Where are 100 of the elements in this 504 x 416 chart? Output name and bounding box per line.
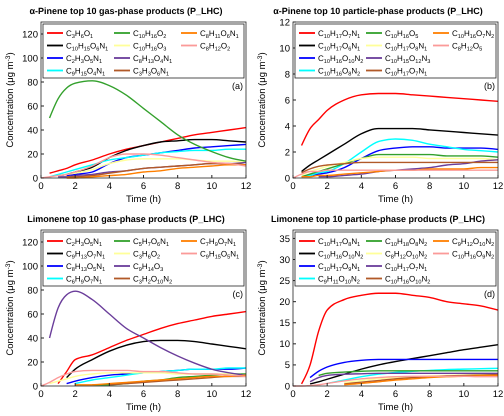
y-tick-label: 0 bbox=[32, 381, 38, 392]
legend-label: C$_{8}$H$_{13}$O$_{4}$N$_{1}$ bbox=[133, 54, 172, 64]
line-series bbox=[48, 148, 247, 178]
x-tick-label: 12 bbox=[492, 181, 504, 192]
x-tick-label: 12 bbox=[240, 181, 252, 192]
y-tick-label: 8 bbox=[284, 69, 290, 80]
legend-label: C$_{10}$H$_{17}$O$_{7}$N$_{1}$ bbox=[318, 29, 360, 40]
y-tick-label: 0 bbox=[284, 173, 290, 184]
legend-label: C$_{3}$H$_{3}$O$_{6}$N$_{1}$ bbox=[133, 66, 170, 77]
x-tick-label: 2 bbox=[324, 389, 330, 400]
x-tick-label: 10 bbox=[458, 389, 470, 400]
legend-label: C$_{9}$H$_{12}$O$_{10}$N$_{2}$ bbox=[452, 237, 494, 248]
y-tick-label: 30 bbox=[279, 254, 290, 266]
x-tick-label: 6 bbox=[140, 389, 146, 400]
line-series bbox=[309, 344, 499, 385]
y-tick-label: 120 bbox=[22, 237, 38, 248]
y-tick-label: 100 bbox=[22, 261, 38, 272]
line-series bbox=[40, 370, 247, 387]
legend-label: C$_{10}$H$_{16}$O$_{10}$N$_{2}$ bbox=[385, 274, 430, 285]
legend-label: C$_{10}$H$_{15}$O$_{12}$N$_{3}$ bbox=[385, 54, 430, 64]
legend-label: C$_{10}$H$_{17}$O$_{6}$N$_{1}$ bbox=[318, 42, 360, 52]
x-axis-title: Time (h) bbox=[378, 194, 414, 205]
legend-label: C$_{10}$H$_{17}$O$_{8}$N$_{1}$ bbox=[318, 237, 360, 248]
line-series bbox=[66, 340, 247, 378]
y-tick-label: 35 bbox=[279, 234, 290, 245]
legend-label: C$_{10}$H$_{16}$O$_{5}$ bbox=[385, 29, 418, 40]
line-series bbox=[300, 92, 499, 146]
legend-label: C$_{10}$H$_{17}$O$_{9}$N$_{1}$ bbox=[318, 262, 360, 272]
x-axis-title: Time (h) bbox=[126, 194, 162, 205]
line-series bbox=[48, 126, 247, 174]
y-tick-label: 60 bbox=[27, 309, 38, 320]
legend-label: C$_{9}$H$_{11}$O$_{10}$N$_{2}$ bbox=[318, 274, 360, 285]
x-tick-label: 6 bbox=[392, 181, 398, 192]
legend-label: C$_{9}$H$_{14}$O$_{3}$ bbox=[133, 262, 164, 272]
legend-label: C$_{10}$H$_{17}$O$_{7}$N$_{1}$ bbox=[385, 262, 428, 272]
line-series bbox=[309, 358, 499, 378]
x-tick-label: 8 bbox=[175, 389, 180, 400]
line-series bbox=[300, 292, 499, 385]
x-tick-label: 10 bbox=[458, 181, 470, 192]
y-tick-label: 12 bbox=[279, 17, 290, 28]
legend-label: C$_{10}$H$_{16}$O$_{9}$N$_{2}$ bbox=[452, 250, 494, 260]
y-tick-label: 80 bbox=[27, 77, 38, 88]
y-tick-label: 60 bbox=[27, 101, 38, 112]
y-tick-label: 6 bbox=[284, 95, 290, 106]
x-tick-label: 4 bbox=[106, 181, 112, 192]
legend-label: C$_{3}$H$_{2}$O$_{10}$N$_{2}$ bbox=[133, 274, 172, 285]
chart-title: α-Pinene top 10 gas-phase products (P_LHC) bbox=[29, 6, 223, 16]
x-tick-label: 4 bbox=[106, 389, 112, 400]
line-series bbox=[40, 153, 247, 179]
legend-label: C$_{10}$H$_{16}$O$_{2}$ bbox=[133, 29, 166, 40]
y-tick-label: 2 bbox=[284, 147, 290, 158]
x-tick-label: 4 bbox=[358, 181, 364, 192]
x-tick-label: 6 bbox=[140, 181, 146, 192]
y-tick-label: 15 bbox=[279, 318, 290, 330]
legend-label: C$_{8}$H$_{12}$O$_{5}$ bbox=[452, 42, 482, 52]
line-series bbox=[48, 80, 247, 162]
line-series bbox=[74, 374, 247, 386]
legend-label: C$_{9}$H$_{13}$O$_{7}$N$_{1}$ bbox=[66, 250, 106, 260]
legend-label: C$_{10}$H$_{17}$O$_{8}$N$_{1}$ bbox=[385, 42, 428, 52]
y-tick-label: 4 bbox=[284, 121, 290, 132]
y-tick-label: 0 bbox=[284, 381, 290, 392]
x-tick-label: 2 bbox=[72, 389, 78, 400]
y-tick-label: 10 bbox=[279, 43, 290, 54]
y-tick-label: 100 bbox=[22, 53, 38, 64]
chart-title: α-Pinene top 10 particle-phase products (P_LHC) bbox=[273, 6, 483, 16]
legend-label: C$_{10}$H$_{18}$O$_{8}$N$_{2}$ bbox=[385, 237, 428, 248]
line-series bbox=[318, 159, 499, 178]
legend-label: C$_{9}$H$_{15}$O$_{5}$N$_{1}$ bbox=[200, 250, 240, 260]
y-tick-label: 20 bbox=[27, 357, 38, 368]
x-tick-label: 10 bbox=[206, 181, 218, 192]
x-tick-label: 2 bbox=[72, 181, 78, 192]
legend-label: C$_{9}$H$_{15}$O$_{4}$N$_{1}$ bbox=[66, 66, 106, 77]
legend-label: C$_{10}$H$_{16}$O$_{10}$N$_{2}$ bbox=[318, 54, 364, 64]
x-tick-label: 8 bbox=[427, 389, 432, 400]
annotation: (b) bbox=[484, 81, 495, 91]
x-tick-label: 4 bbox=[358, 389, 364, 400]
legend-label: C$_{3}$H$_{6}$O$_{2}$ bbox=[133, 250, 160, 260]
line-series bbox=[300, 162, 499, 174]
line-series bbox=[48, 290, 247, 376]
line-series bbox=[300, 128, 499, 172]
y-tick-label: 40 bbox=[27, 333, 38, 344]
legend-label: C$_{8}$H$_{11}$O$_{6}$N$_{1}$ bbox=[200, 29, 239, 40]
chart-title: Limonene top 10 particle-phase products (P_LHC) bbox=[270, 214, 486, 224]
legend-label: C$_{8}$H$_{13}$O$_{5}$N$_{1}$ bbox=[66, 262, 106, 272]
legend-label: C$_{2}$H$_{3}$O$_{5}$N$_{1}$ bbox=[66, 237, 102, 248]
x-axis-title: Time (h) bbox=[378, 402, 414, 413]
x-tick-label: 12 bbox=[492, 389, 504, 400]
x-tick-label: 6 bbox=[392, 389, 398, 400]
y-tick-label: 20 bbox=[27, 149, 38, 160]
x-tick-label: 8 bbox=[427, 181, 432, 192]
legend-label: C$_{6}$H$_{9}$O$_{7}$N$_{1}$ bbox=[66, 274, 102, 285]
y-tick-label: 10 bbox=[279, 339, 290, 350]
y-tick-label: 5 bbox=[284, 360, 290, 372]
legend-label: C$_{3}$H$_{6}$O$_{1}$ bbox=[66, 29, 94, 40]
legend-label: C$_{7}$H$_{9}$O$_{7}$N$_{1}$ bbox=[200, 237, 236, 248]
chart-title: Limonene top 10 gas-phase products (P_LHC) bbox=[27, 214, 225, 224]
legend-label: C$_{5}$H$_{7}$O$_{6}$N$_{1}$ bbox=[133, 237, 170, 248]
annotation: (d) bbox=[484, 289, 495, 299]
legend-label: C$_{10}$H$_{16}$O$_{8}$N$_{2}$ bbox=[318, 66, 360, 77]
legend-label: C$_{10}$H$_{16}$O$_{3}$ bbox=[133, 42, 166, 52]
